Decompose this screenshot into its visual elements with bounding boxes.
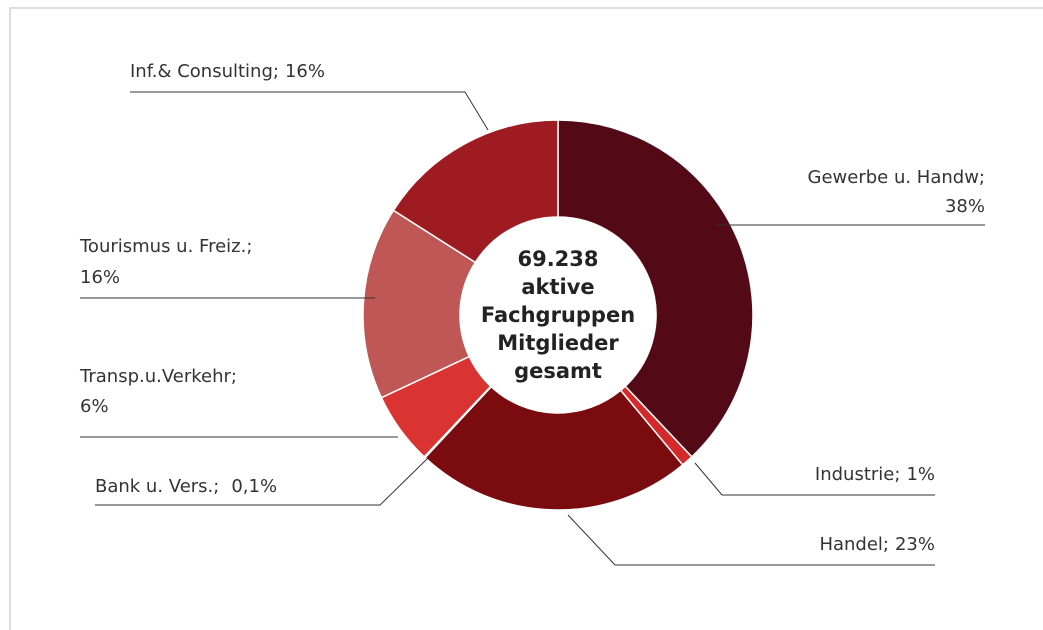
center-text: Mitglieder	[497, 331, 619, 355]
category-label: Handel;	[819, 534, 889, 555]
category-label: Inf.& Consulting;	[130, 61, 279, 82]
slice-label: Tourismus u. Freiz.; 16%	[79, 236, 252, 288]
frame	[9, 7, 1043, 630]
category-label: Transp.u.Verkehr;	[79, 366, 237, 387]
category-label: Industrie;	[815, 464, 901, 485]
center-text: Fachgruppen	[481, 303, 635, 327]
donut-hole	[460, 217, 656, 413]
value-label: 38%	[945, 196, 985, 217]
category-label: Bank u. Vers.;	[95, 476, 219, 497]
value-label: 6%	[80, 396, 109, 417]
leader-line	[567, 514, 935, 566]
center-text: 69.238	[517, 247, 598, 271]
slice-label: Handel; 23%	[819, 534, 935, 555]
value-label: 23%	[895, 534, 935, 555]
slice-label: Bank u. Vers.; 0,1%	[95, 476, 277, 497]
value-label: 0,1%	[231, 476, 277, 497]
value-label: 16%	[80, 267, 120, 288]
slice-label: Transp.u.Verkehr; 6%	[79, 366, 237, 417]
slice-label: Industrie; 1%	[815, 464, 935, 485]
category-label: Tourismus u. Freiz.;	[79, 236, 252, 257]
leader-line	[130, 91, 489, 131]
category-label: Gewerbe u. Handw;	[808, 167, 985, 188]
leader-line	[95, 457, 429, 506]
value-label: 1%	[906, 464, 935, 485]
value-label: 16%	[285, 61, 325, 82]
center-text: gesamt	[514, 359, 602, 383]
slice-label: Inf.& Consulting; 16%	[130, 61, 325, 82]
center-text: aktive	[521, 275, 594, 299]
slice-label: Gewerbe u. Handw; 38%	[808, 167, 985, 217]
leader-line	[694, 462, 935, 496]
